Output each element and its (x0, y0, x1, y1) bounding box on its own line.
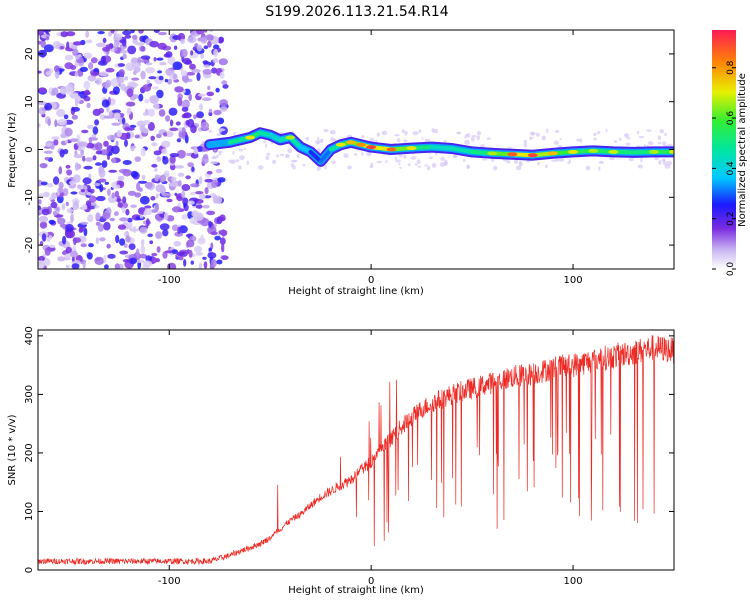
spectrogram-signal-ridge (204, 127, 674, 167)
spectrogram-noise-field (38, 30, 673, 269)
svg-text:100: 100 (24, 502, 35, 521)
svg-text:0.0: 0.0 (726, 262, 736, 277)
svg-text:10: 10 (24, 95, 35, 108)
svg-text:100: 100 (564, 576, 583, 587)
svg-text:400: 400 (24, 326, 35, 345)
svg-text:-20: -20 (24, 237, 35, 253)
spectrogram-x-label: Height of straight line (km) (288, 286, 424, 297)
svg-text:-100: -100 (158, 576, 181, 587)
snr-y-label: SNR (10 * v/v) (7, 414, 18, 485)
svg-text:0: 0 (24, 146, 35, 152)
snr-x-axis: -100 0 100 (158, 330, 583, 587)
svg-text:100: 100 (564, 275, 583, 286)
snr-x-label: Height of straight line (km) (288, 585, 424, 596)
snr-series-line (38, 335, 674, 566)
svg-text:0.2: 0.2 (726, 212, 736, 226)
colorbar-axis: 0.0 0.2 0.4 0.6 0.8 (712, 60, 736, 276)
svg-text:-100: -100 (158, 275, 181, 286)
svg-text:200: 200 (24, 443, 35, 462)
snr-panel: -100 0 100 0 100 200 300 400 Height of straigh… (7, 326, 675, 596)
colorbar-label: Normalized spectral amplitude (737, 73, 748, 227)
svg-text:0: 0 (24, 567, 35, 573)
spectrogram-y-axis: -20 -10 0 10 20 (24, 48, 674, 253)
spectrogram-x-axis: -100 0 100 (158, 30, 583, 286)
spectrogram-y-label: Frequency (Hz) (7, 112, 18, 188)
colorbar-gradient (712, 30, 736, 269)
svg-text:0: 0 (368, 275, 374, 286)
svg-text:300: 300 (24, 385, 35, 404)
svg-text:-10: -10 (24, 189, 35, 205)
snr-frame (37, 329, 675, 571)
svg-text:20: 20 (24, 48, 35, 61)
svg-text:0.8: 0.8 (726, 60, 736, 75)
svg-text:0.4: 0.4 (726, 161, 736, 176)
figure-title: S199.2026.113.21.54.R14 (265, 4, 448, 20)
snr-y-axis: 0 100 200 300 400 (24, 326, 674, 573)
svg-text:0: 0 (368, 576, 374, 587)
svg-text:0.6: 0.6 (726, 111, 736, 126)
colorbar: 0.0 0.2 0.4 0.6 0.8 Normalized spectral ampl… (712, 30, 748, 276)
